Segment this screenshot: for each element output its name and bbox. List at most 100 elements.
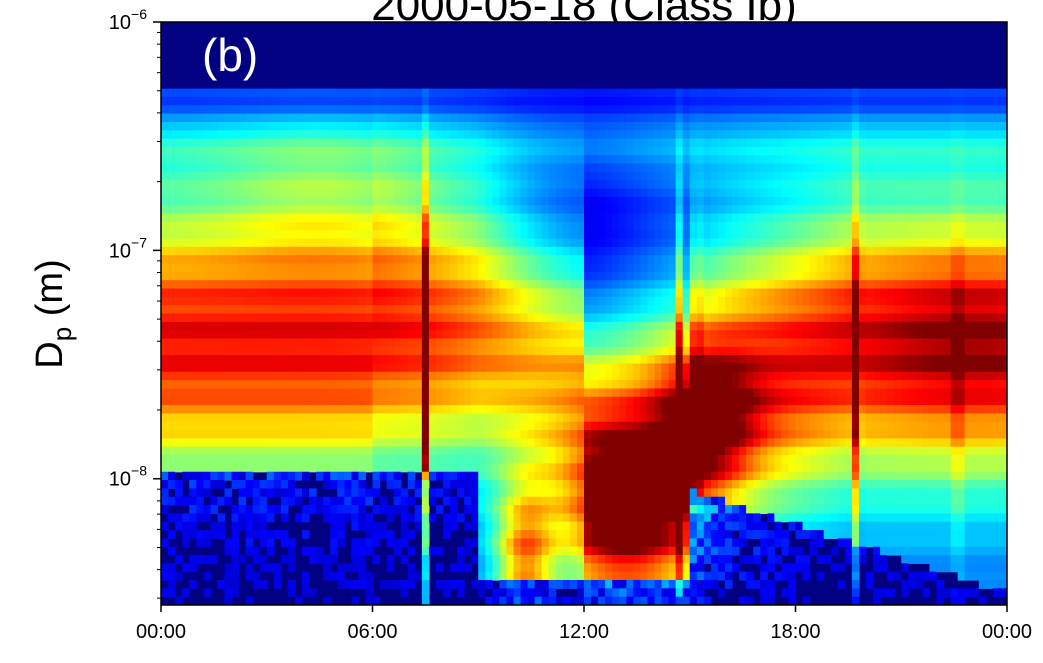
heatmap-cell [619, 413, 627, 423]
heatmap-cell [450, 255, 458, 265]
heatmap-cell [569, 580, 578, 589]
heatmap-cell [513, 505, 522, 514]
heatmap-cell [682, 196, 691, 206]
heatmap-cell [682, 596, 691, 605]
heatmap-cell [386, 355, 395, 365]
heatmap-cell [492, 513, 500, 523]
heatmap-cell [238, 388, 247, 398]
heatmap-cell [612, 130, 620, 140]
heatmap-cell [576, 471, 585, 481]
heatmap-cell [168, 246, 176, 256]
heatmap-cell [555, 488, 564, 498]
heatmap-cell [753, 255, 761, 265]
heatmap-cell [753, 205, 761, 215]
heatmap-cell [287, 88, 296, 98]
heatmap-cell [337, 338, 345, 348]
heatmap-cell [231, 380, 240, 390]
heatmap-cell [421, 455, 430, 465]
heatmap-cell [661, 421, 670, 431]
heatmap-cell [548, 205, 557, 215]
heatmap-cell [485, 205, 493, 215]
heatmap-cell [520, 88, 529, 98]
heatmap-cell [259, 330, 268, 340]
heatmap-cell [168, 480, 176, 489]
heatmap-cell [161, 255, 169, 265]
heatmap-cell [428, 96, 437, 106]
heatmap-cell [576, 263, 585, 273]
heatmap-cell [513, 471, 522, 481]
heatmap-cell [337, 355, 345, 365]
heatmap-cell [739, 363, 747, 373]
heatmap-cell [358, 246, 367, 256]
heatmap-cell [393, 371, 402, 381]
heatmap-cell [682, 480, 691, 489]
heatmap-cell [732, 463, 740, 473]
heatmap-cell [576, 405, 585, 415]
heatmap-cell [682, 96, 691, 106]
heatmap-cell [668, 288, 677, 298]
heatmap-cell [330, 121, 338, 131]
heatmap-cell [746, 271, 754, 281]
heatmap-cell [541, 205, 550, 215]
heatmap-cell [492, 280, 500, 290]
heatmap-cell [175, 496, 183, 506]
heatmap-cell [252, 296, 261, 306]
heatmap-cell [569, 188, 578, 198]
heatmap-cell [499, 263, 508, 273]
heatmap-cell [584, 438, 592, 448]
heatmap-cell [520, 396, 529, 406]
heatmap-cell [189, 346, 197, 356]
heatmap-cell [633, 363, 641, 373]
heatmap-cell [576, 188, 585, 198]
heatmap-cell [457, 180, 465, 190]
heatmap-cell [619, 388, 627, 398]
heatmap-cell [421, 305, 430, 315]
heatmap-cell [732, 355, 740, 365]
heatmap-cell [626, 388, 634, 398]
heatmap-cell [654, 88, 663, 98]
heatmap-cell [548, 155, 557, 165]
heatmap-cell [541, 546, 550, 556]
heatmap-cell [182, 405, 190, 415]
heatmap-cell [548, 321, 557, 331]
heatmap-cell [492, 530, 500, 539]
heatmap-cell [386, 513, 395, 523]
heatmap-cell [548, 171, 557, 181]
heatmap-cell [584, 171, 592, 181]
heatmap-cell [541, 321, 550, 331]
heatmap-cell [605, 488, 613, 498]
heatmap-cell [584, 430, 592, 440]
heatmap-cell [520, 471, 529, 481]
heatmap-cell [309, 138, 317, 148]
heatmap-cell [598, 163, 606, 173]
heatmap-cell [435, 446, 444, 456]
heatmap-cell [393, 305, 402, 315]
heatmap-cell [499, 313, 508, 323]
heatmap-cell [231, 363, 240, 373]
heatmap-cell [619, 113, 627, 123]
heatmap-cell [485, 180, 493, 190]
heatmap-cell [428, 338, 437, 348]
heatmap-cell [287, 463, 296, 473]
heatmap-cell [725, 305, 733, 315]
heatmap-cell [210, 555, 218, 564]
heatmap-cell [739, 205, 747, 215]
heatmap-cell [400, 280, 409, 290]
heatmap-cell [457, 563, 465, 573]
heatmap-cell [224, 355, 233, 365]
heatmap-cell [337, 371, 345, 381]
heatmap-cell [605, 313, 613, 323]
heatmap-cell [760, 438, 768, 448]
heatmap-cell [710, 538, 719, 548]
heatmap-cell [471, 196, 479, 206]
heatmap-cell [513, 355, 522, 365]
heatmap-cell [273, 96, 282, 106]
heatmap-cell [548, 363, 557, 373]
heatmap-cell [717, 180, 726, 190]
heatmap-cell [224, 588, 233, 598]
heatmap-cell [217, 221, 226, 231]
heatmap-cell [626, 480, 634, 489]
heatmap-cell [555, 330, 564, 340]
heatmap-cell [548, 238, 557, 248]
heatmap-cell [520, 530, 529, 539]
